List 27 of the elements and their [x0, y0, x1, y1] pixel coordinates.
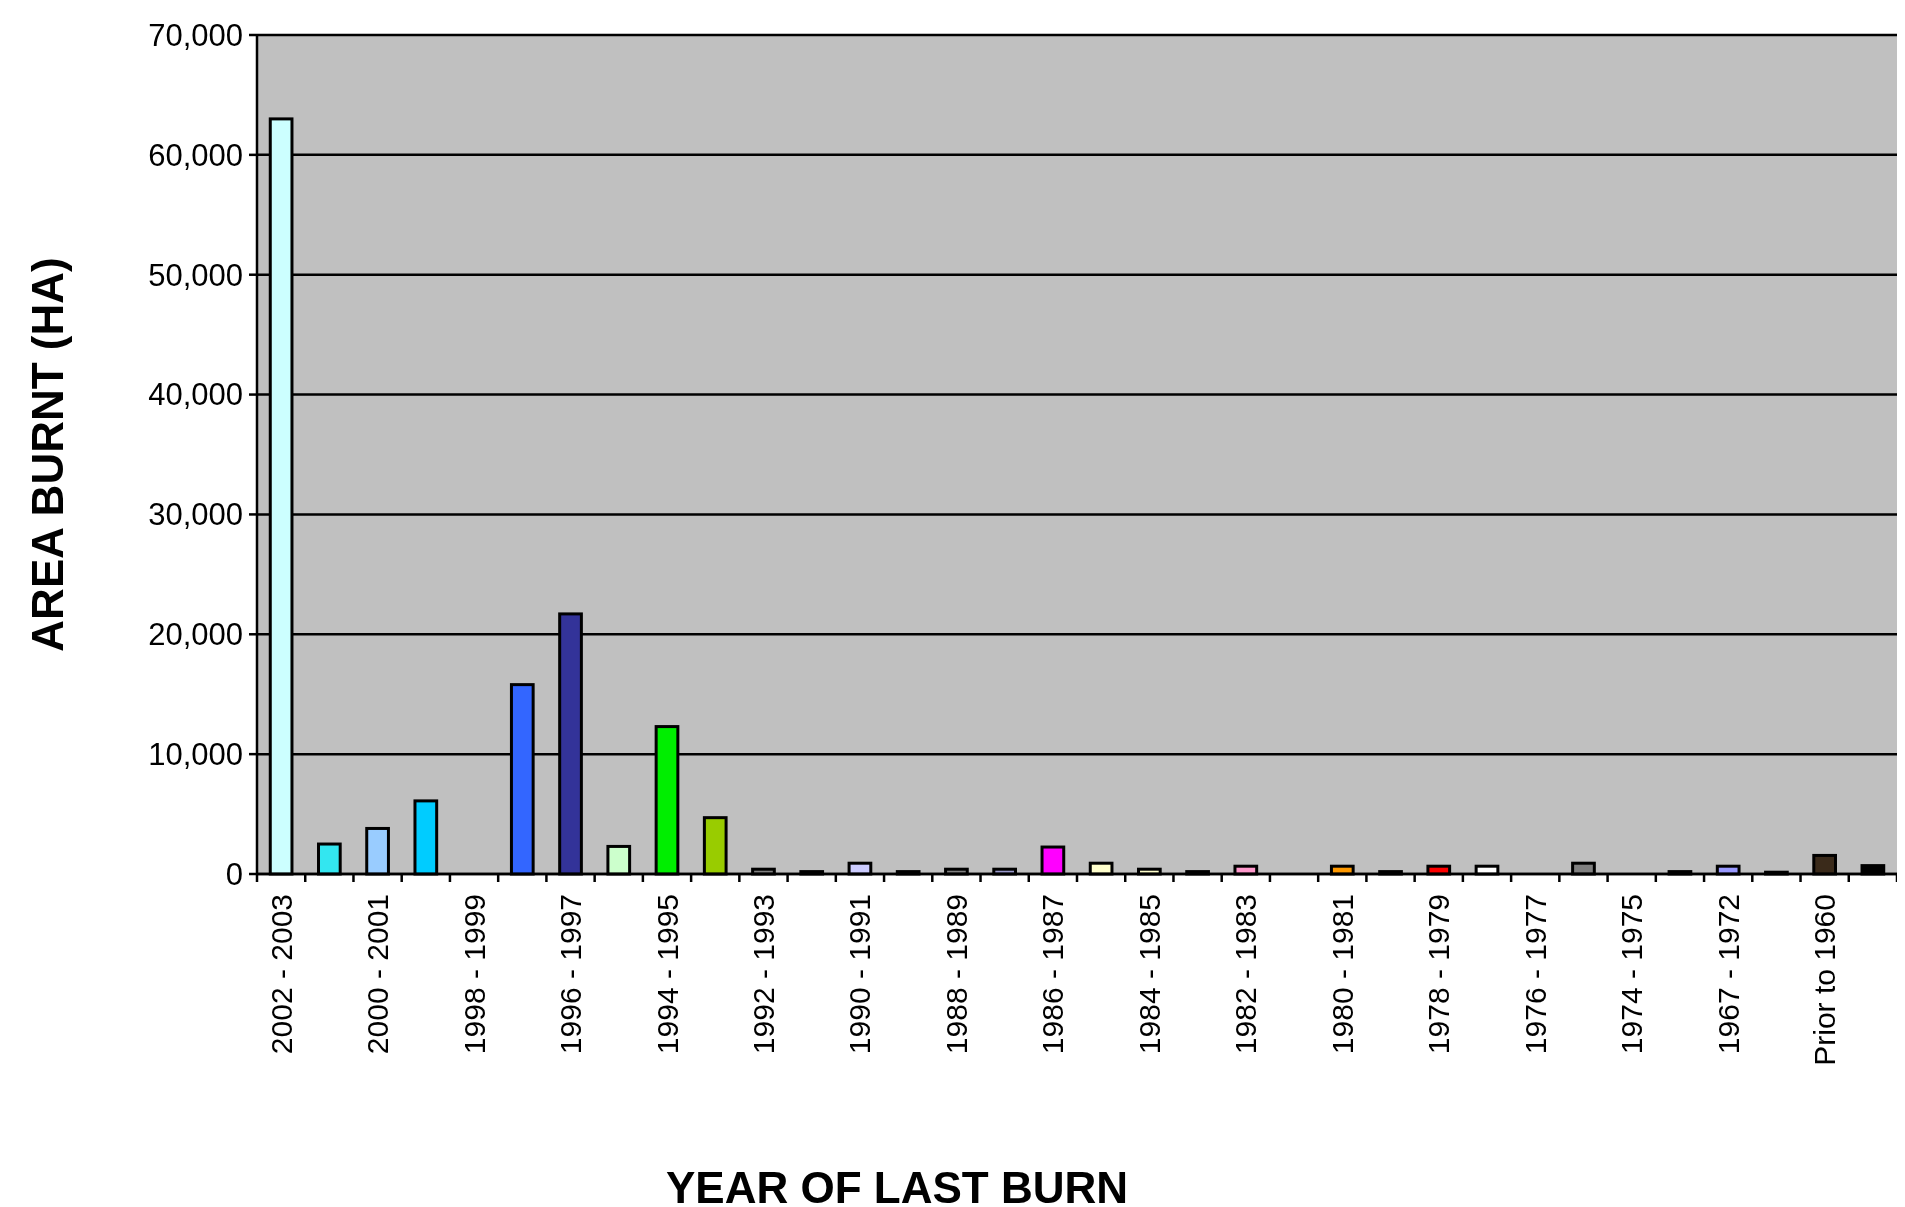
y-axis-title: AREA BURNT (HA): [23, 257, 72, 652]
x-tick-label: 1988 - 1989: [939, 894, 973, 1055]
y-tick-label: 60,000: [148, 137, 243, 173]
y-tick-label: 50,000: [148, 257, 243, 293]
x-tick-label: 1978 - 1979: [1422, 894, 1456, 1055]
x-tick-label: 1976 - 1977: [1518, 894, 1552, 1055]
x-tick-label: 1996 - 1997: [554, 894, 588, 1055]
y-tick-label: 40,000: [148, 377, 243, 413]
x-tick-label: 1980 - 1981: [1325, 894, 1359, 1055]
x-tick-label: 2002 - 2003: [264, 894, 298, 1055]
x-tick-label: 1990 - 1991: [843, 894, 877, 1055]
x-tick-label: 1994 - 1995: [650, 894, 684, 1055]
x-tick-label: 1967 - 1972: [1711, 894, 1745, 1055]
x-tick-label: 1984 - 1985: [1132, 894, 1166, 1055]
y-tick-label: 70,000: [148, 17, 243, 53]
x-axis-title: YEAR OF LAST BURN: [666, 1163, 1128, 1207]
x-tick-label: 1974 - 1975: [1615, 894, 1649, 1055]
y-tick-label: 20,000: [148, 617, 243, 653]
x-tick-label: 1998 - 1999: [457, 894, 491, 1055]
x-tick-label: 1982 - 1983: [1229, 894, 1263, 1055]
x-tick-label: Prior to 1960: [1808, 894, 1842, 1066]
x-tick-label: 1992 - 1993: [746, 894, 780, 1055]
x-tick-label: 2000 - 2001: [361, 894, 395, 1055]
x-tick-label: 1986 - 1987: [1036, 894, 1070, 1055]
y-tick-label: 10,000: [148, 736, 243, 772]
y-tick-label: 0: [225, 856, 243, 892]
y-tick-label: 30,000: [148, 497, 243, 533]
